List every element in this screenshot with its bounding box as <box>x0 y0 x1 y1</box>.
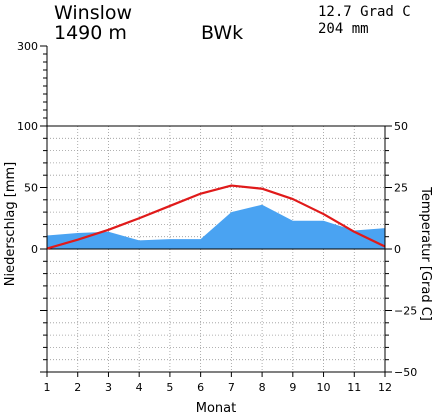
precip-tick-label: 50 <box>24 182 38 195</box>
month-tick-label: 3 <box>105 381 112 394</box>
month-tick-label: 1 <box>44 381 51 394</box>
month-tick-label: 6 <box>197 381 204 394</box>
precipitation-area <box>47 204 385 249</box>
annual-precipitation: 204 mm <box>318 21 369 37</box>
temp-tick-label: 0 <box>394 243 401 256</box>
month-tick-label: 2 <box>74 381 81 394</box>
month-tick-label: 5 <box>166 381 173 394</box>
temp-tick-label: −25 <box>394 305 417 318</box>
month-tick-label: 9 <box>289 381 296 394</box>
climate-class: BWk <box>201 22 244 44</box>
station-elevation: 1490 m <box>54 22 127 44</box>
precip-tick-label: 100 <box>17 120 38 133</box>
left-axis-label: Niederschlag [mm] <box>3 162 18 287</box>
month-tick-label: 11 <box>347 381 361 394</box>
station-name: Winslow <box>54 2 133 24</box>
temp-tick-label: 25 <box>394 182 408 195</box>
temperature-line <box>46 184 386 250</box>
month-tick-label: 7 <box>228 381 235 394</box>
month-tick-label: 10 <box>317 381 331 394</box>
right-axis-label: Temperatur [Grad C] <box>418 186 433 321</box>
annual-mean-temperature: 12.7 Grad C <box>318 4 411 20</box>
x-axis-label: Monat <box>196 401 236 416</box>
temp-tick-label: −50 <box>394 366 417 379</box>
precip-tick-label: 300 <box>17 40 38 53</box>
temp-tick-label: 50 <box>394 120 408 133</box>
precip-tick-label: 0 <box>31 243 38 256</box>
month-tick-label: 4 <box>136 381 143 394</box>
month-tick-label: 8 <box>259 381 266 394</box>
month-tick-label: 12 <box>378 381 392 394</box>
